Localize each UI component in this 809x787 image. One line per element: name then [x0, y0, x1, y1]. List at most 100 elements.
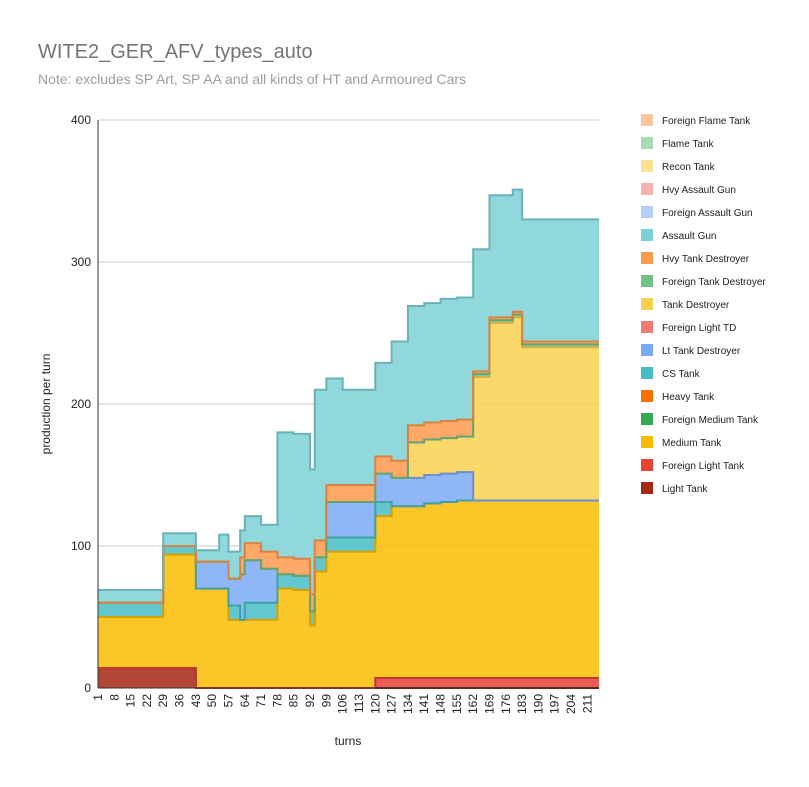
legend-item-foreign-assault-gun: Foreign Assault Gun [641, 206, 753, 219]
legend-swatch [641, 160, 653, 172]
legend-item-cs-tank: CS Tank [641, 367, 701, 380]
x-tick-label: 197 [548, 694, 562, 714]
legend-item-foreign-medium-tank: Foreign Medium Tank [641, 413, 759, 426]
legend-label: Tank Destroyer [662, 300, 730, 311]
x-tick-label: 99 [319, 694, 333, 708]
legend-item-flame-tank: Flame Tank [641, 137, 715, 150]
area-lt-tank-destroyer [98, 472, 599, 620]
legend-label: Foreign Light TD [662, 323, 736, 334]
legend-swatch [641, 229, 653, 241]
x-tick-label: 15 [124, 694, 138, 708]
legend-label: Flame Tank [662, 139, 715, 150]
x-tick-label: 211 [580, 694, 594, 713]
x-tick-label: 78 [270, 694, 284, 708]
series-outlines [98, 188, 599, 689]
legend-swatch [641, 321, 653, 333]
x-tick-label: 148 [434, 694, 448, 714]
legend-label: Heavy Tank [662, 392, 715, 403]
y-axis-label: production per turn [39, 354, 53, 455]
legend: Foreign Flame Tank Flame Tank Recon Tank Hv… [641, 114, 766, 495]
legend-item-light-tank: Light Tank [641, 482, 708, 495]
legend-item-foreign-flame-tank: Foreign Flame Tank [641, 114, 751, 127]
legend-label: Foreign Flame Tank [662, 116, 751, 127]
x-tick-label: 8 [107, 694, 121, 701]
x-tick-label: 155 [450, 694, 464, 714]
x-tick-label: 183 [515, 694, 529, 714]
x-tick-label: 204 [564, 694, 578, 714]
legend-label: Recon Tank [662, 162, 716, 173]
x-tick-label: 22 [140, 694, 154, 708]
y-tick-label: 200 [71, 397, 91, 411]
x-tick-label: 43 [189, 694, 203, 708]
x-tick-label: 57 [221, 694, 235, 708]
legend-item-hvy-tank-destroyer: Hvy Tank Destroyer [641, 252, 750, 265]
legend-swatch [641, 482, 653, 494]
legend-label: Assault Gun [662, 231, 716, 242]
area-medium-tank [98, 500, 599, 688]
legend-item-foreign-light-tank: Foreign Light Tank [641, 459, 745, 472]
legend-label: Foreign Tank Destroyer [662, 277, 766, 288]
legend-swatch [641, 183, 653, 195]
x-tick-label: 92 [303, 694, 317, 708]
legend-item-assault-gun: Assault Gun [641, 229, 716, 242]
legend-label: Foreign Light Tank [662, 461, 745, 472]
x-tick-label: 1 [91, 694, 105, 701]
x-axis-label: turns [335, 734, 362, 748]
legend-item-hvy-assault-gun: Hvy Assault Gun [641, 183, 736, 196]
axes [97, 120, 599, 689]
area-light-tank [98, 668, 599, 688]
legend-label: Lt Tank Destroyer [662, 346, 741, 357]
legend-swatch [641, 436, 653, 448]
legend-swatch [641, 367, 653, 379]
legend-swatch [641, 206, 653, 218]
x-tick-label: 190 [531, 694, 545, 714]
line-assault-gun [98, 188, 599, 592]
legend-label: Light Tank [662, 484, 708, 495]
legend-item-tank-destroyer: Tank Destroyer [641, 298, 730, 311]
area-foreign-light-tank [98, 668, 599, 688]
legend-item-lt-tank-destroyer: Lt Tank Destroyer [641, 344, 741, 357]
legend-swatch [641, 459, 653, 471]
x-tick-label: 134 [401, 694, 415, 714]
legend-swatch [641, 275, 653, 287]
legend-item-foreign-light-td: Foreign Light TD [641, 321, 736, 334]
legend-label: CS Tank [662, 369, 701, 380]
legend-swatch [641, 298, 653, 310]
x-tick-label: 64 [238, 694, 252, 708]
legend-item-heavy-tank: Heavy Tank [641, 390, 715, 403]
line-hvy-tank-destroyer [98, 310, 599, 604]
x-tick-label: 85 [287, 694, 301, 708]
x-tick-label: 127 [385, 694, 399, 714]
chart-title: WITE2_GER_AFV_types_auto [38, 41, 313, 63]
legend-swatch [641, 413, 653, 425]
chart-subtitle: Note: excludes SP Art, SP AA and all kin… [38, 71, 466, 87]
y-tick-label: 300 [71, 255, 91, 269]
x-tick-label: 36 [173, 694, 187, 708]
area-cs-tank [98, 500, 599, 626]
x-tick-label: 141 [417, 694, 431, 714]
legend-swatch [641, 252, 653, 264]
x-tick-label: 169 [482, 694, 496, 714]
y-tick-label: 400 [71, 113, 91, 127]
x-tick-label: 113 [352, 694, 366, 713]
legend-label: Foreign Medium Tank [662, 415, 759, 426]
legend-item-foreign-tank-destroyer: Foreign Tank Destroyer [641, 275, 766, 288]
series-areas [98, 189, 599, 688]
legend-label: Foreign Assault Gun [662, 208, 753, 219]
legend-swatch [641, 137, 653, 149]
legend-label: Hvy Assault Gun [662, 185, 736, 196]
y-tick-labels: 0 100 200 300 400 [71, 113, 91, 695]
legend-swatch [641, 114, 653, 126]
x-tick-label: 120 [368, 694, 382, 714]
legend-item-recon-tank: Recon Tank [641, 160, 716, 173]
legend-item-medium-tank: Medium Tank [641, 436, 722, 449]
x-tick-label: 176 [499, 694, 513, 714]
x-tick-label: 29 [156, 694, 170, 708]
legend-swatch [641, 390, 653, 402]
x-tick-label: 162 [466, 694, 480, 714]
x-tick-label: 50 [205, 694, 219, 708]
x-tick-labels: 1 8 15 22 29 36 43 50 57 64 71 78 85 92 99 106 113 120 127… [91, 694, 594, 714]
x-tick-label: 71 [254, 694, 268, 708]
legend-label: Medium Tank [662, 438, 722, 449]
